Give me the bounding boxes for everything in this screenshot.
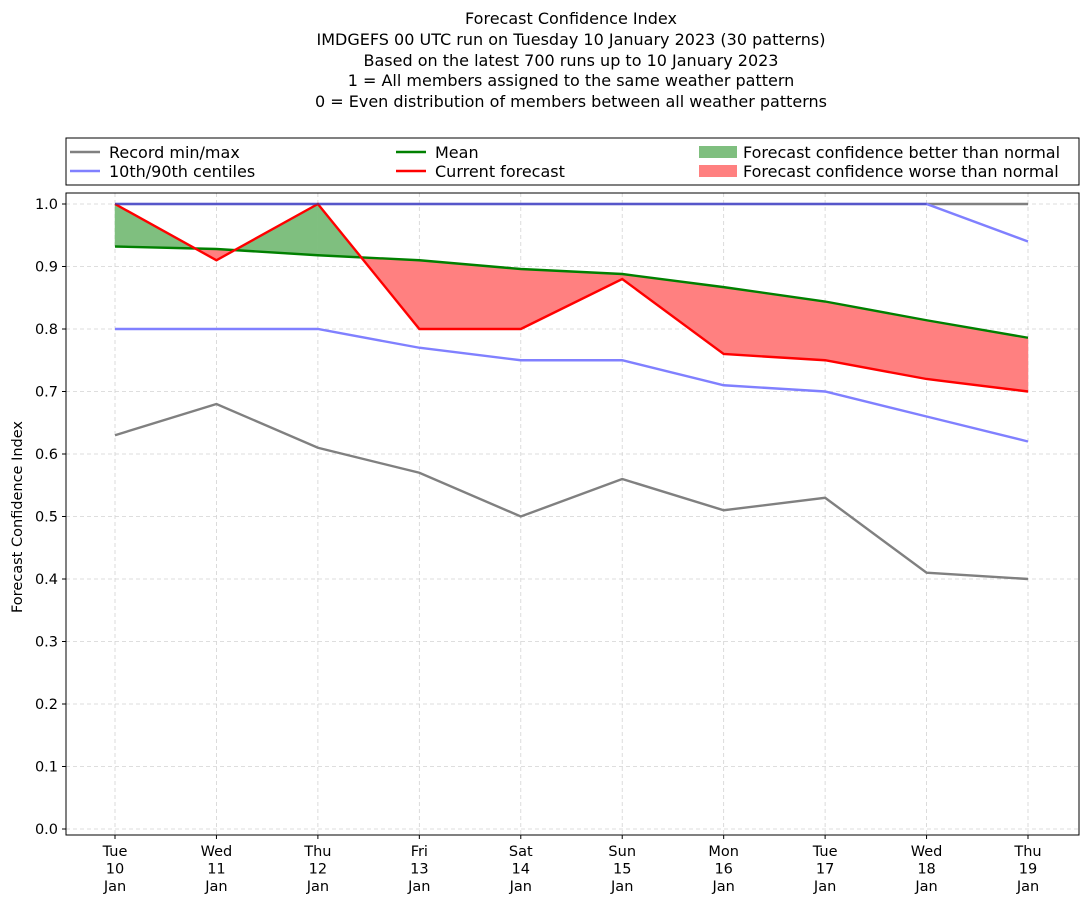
legend-swatch-patch — [699, 146, 737, 158]
legend-frame — [65, 137, 1080, 186]
y-axis: 0.0 0.1 0.2 0.3 0.4 0.5 0.6 0.7 0.8 0.9 1.0 — [35, 197, 66, 838]
x-tick-label: Jan — [407, 879, 430, 895]
legend-label: Forecast confidence better than normal — [743, 143, 1060, 162]
legend-label: 10th/90th centiles — [109, 162, 255, 181]
x-tick-label: 19 — [1019, 862, 1037, 878]
x-tick-label: Wed — [911, 844, 943, 860]
series-line-record-min — [114, 402, 1029, 581]
x-tick-label: Fri — [411, 844, 428, 860]
x-tick-label: Jan — [711, 879, 734, 895]
x-tick-label: Tue — [812, 844, 838, 860]
x-tick-label: Thu — [1013, 844, 1041, 860]
y-tick-label: 0.3 — [35, 635, 58, 651]
x-tick-label: 13 — [410, 862, 428, 878]
x-tick-label: Jan — [509, 879, 532, 895]
legend-swatch-patch — [699, 165, 737, 177]
x-tick-label: 17 — [816, 862, 834, 878]
x-tick-label: Thu — [303, 844, 331, 860]
y-tick-label: 0.0 — [35, 822, 58, 838]
x-tick-label: Jan — [204, 879, 227, 895]
x-tick-label: Jan — [610, 879, 633, 895]
x-tick-label: 10 — [106, 862, 124, 878]
y-tick-label: 0.6 — [35, 447, 58, 463]
worse-than-normal-area — [419, 259, 522, 330]
x-tick-label: Jan — [103, 879, 126, 895]
y-tick-label: 0.5 — [35, 510, 58, 526]
x-tick-label: 12 — [309, 862, 327, 878]
x-tick-label: Mon — [708, 844, 739, 860]
series-lines — [114, 202, 1029, 581]
y-tick-label: 0.9 — [35, 260, 58, 276]
y-tick-label: 1.0 — [35, 197, 58, 213]
series-line-p10 — [115, 327, 1029, 443]
chart-title: Forecast Confidence Index — [465, 9, 677, 28]
y-tick-label: 0.7 — [35, 385, 58, 401]
x-tick-label: 11 — [207, 862, 225, 878]
x-tick-label: Jan — [1016, 879, 1039, 895]
legend-label: Current forecast — [435, 162, 565, 181]
chart-subtitle-basis: Based on the latest 700 runs up to 10 Ja… — [364, 51, 779, 70]
y-tick-label: 0.1 — [35, 760, 58, 776]
series-line-current — [114, 202, 1029, 393]
series-line-mean — [114, 245, 1029, 339]
y-tick-label: 0.2 — [35, 697, 58, 713]
legend-label: Record min/max — [109, 143, 240, 162]
x-tick-label: Jan — [914, 879, 937, 895]
x-tick-label: 14 — [512, 862, 530, 878]
x-tick-label: Sat — [509, 844, 533, 860]
x-tick-label: 18 — [917, 862, 935, 878]
x-tick-label: Jan — [813, 879, 836, 895]
chart-title-block: Forecast Confidence Index IMDGEFS 00 UTC… — [315, 9, 827, 111]
y-tick-label: 0.8 — [35, 322, 58, 338]
chart-subtitle-scale-max: 1 = All members assigned to the same wea… — [348, 71, 795, 90]
x-tick-label: 15 — [613, 862, 631, 878]
x-axis: Tue10JanWed11JanThu12JanFri13JanSat14Jan… — [102, 835, 1042, 895]
plot-frame — [65, 192, 1080, 836]
legend-label: Mean — [435, 143, 479, 162]
y-tick-label: 0.4 — [35, 572, 58, 588]
y-axis-label: Forecast Confidence Index — [10, 421, 26, 613]
legend-label: Forecast confidence worse than normal — [743, 162, 1059, 181]
x-tick-label: 16 — [714, 862, 732, 878]
x-tick-label: Sun — [608, 844, 636, 860]
x-tick-label: Jan — [306, 879, 329, 895]
chart-subtitle-run: IMDGEFS 00 UTC run on Tuesday 10 January… — [317, 30, 826, 49]
chart-subtitle-scale-min: 0 = Even distribution of members between… — [315, 92, 827, 111]
x-tick-label: Tue — [102, 844, 128, 860]
x-tick-label: Wed — [201, 844, 233, 860]
